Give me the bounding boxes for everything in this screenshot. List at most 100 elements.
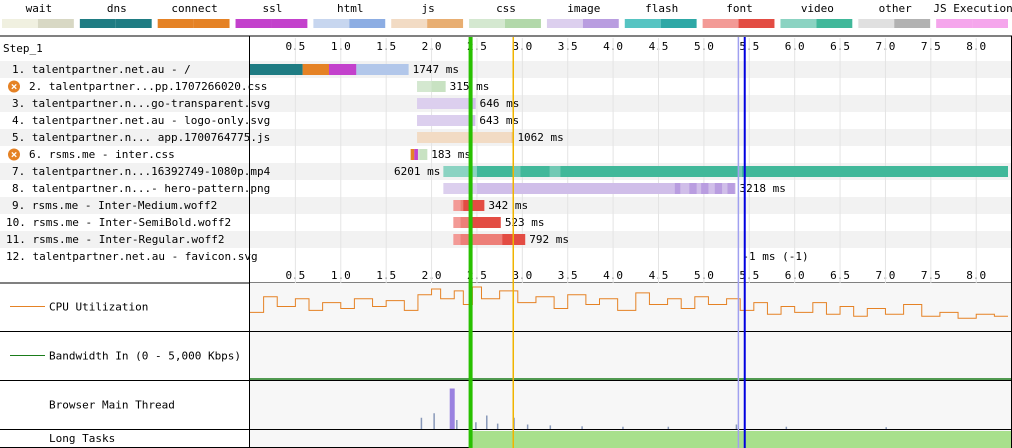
- legend-label-2: connect: [171, 2, 217, 15]
- legend: wait dns connect ssl html js css image flash font…: [2, 2, 1012, 28]
- request-bar-chunk: [742, 166, 1008, 177]
- legend-swatch-dark-7: [582, 19, 619, 28]
- legend-swatch-dark-10: [816, 19, 853, 28]
- request-duration: 342 ms: [488, 199, 528, 212]
- request-row[interactable]: 8. talentpartner.n...- hero-pattern.png 3…: [12, 182, 786, 195]
- request-bar-ssl: [414, 149, 418, 160]
- request-name: 9. rsms.me - Inter-Medium.woff2: [12, 199, 217, 212]
- request-row[interactable]: 5. talentpartner.n... app.1700764775.js 1…: [12, 131, 564, 144]
- main-thread-spike: [496, 423, 499, 429]
- legend-label-12: JS Execution: [933, 2, 1012, 15]
- metric-label: CPU Utilization: [49, 301, 148, 314]
- request-bar-connect: [410, 149, 415, 160]
- request-bar-wait: [417, 115, 476, 126]
- legend-swatch-dark-11: [894, 19, 931, 28]
- request-row[interactable]: 7. talentpartner.n...16392749-1080p.mp4 6…: [12, 165, 1008, 178]
- request-name: 7. talentpartner.n...16392749-1080p.mp4: [12, 165, 271, 178]
- request-bar-chunk: [574, 166, 739, 177]
- legend-label-1: dns: [107, 2, 127, 15]
- request-bar-dns: [250, 64, 303, 75]
- request-bar-download: [476, 166, 1007, 177]
- request-bar-wait: [417, 98, 476, 109]
- axis-ticks-top: 0.5 1.0 1.5 2.0 2.5 3.0 3.5 4.0 4.5 5.0 5.5 6.0 6.5 7…: [285, 40, 986, 53]
- request-bar-chunk: [472, 217, 501, 228]
- metric-panel-bg: [250, 332, 1011, 381]
- marker-dom-content-loaded: [512, 37, 515, 448]
- request-row[interactable]: 10. rsms.me - Inter-SemiBold.woff2 523 ms: [6, 216, 545, 229]
- main-thread-spike: [785, 426, 788, 429]
- request-duration: 792 ms: [529, 233, 569, 246]
- request-bar-wait: [453, 234, 526, 245]
- row-stripe: [0, 95, 1012, 112]
- request-duration: 3218 ms: [739, 182, 785, 195]
- request-name: 10. rsms.me - Inter-SemiBold.woff2: [6, 216, 231, 229]
- request-bar-wait: [410, 149, 428, 160]
- timing-markers: [468, 37, 746, 448]
- legend-swatch-dark-2: [193, 19, 230, 28]
- warning-icon-glyph: ×: [11, 148, 18, 161]
- request-name: 11. rsms.me - Inter-Regular.woff2: [6, 233, 225, 246]
- request-duration: -1 ms (-1): [742, 250, 808, 263]
- legend-swatch-dark-6: [505, 19, 541, 28]
- legend-swatch-4: [313, 19, 350, 28]
- marker-load-event: [743, 37, 746, 448]
- request-bar-ssl: [328, 64, 357, 75]
- metric-panel: Browser Main Thread: [0, 381, 1012, 430]
- legend-label-8: flash: [645, 2, 678, 15]
- legend-swatch-5: [391, 19, 428, 28]
- request-bar-wait: [417, 81, 446, 92]
- request-bar-chunk: [701, 183, 709, 194]
- metric-panel-bg: [250, 283, 1011, 332]
- request-bar-download: [476, 183, 736, 194]
- request-row[interactable]: × 6. rsms.me - inter.css 183 ms: [8, 148, 471, 161]
- legend-swatch-dark-12: [972, 19, 1008, 28]
- marker-load-start: [737, 37, 740, 448]
- legend-swatch-dark-3: [271, 19, 308, 28]
- legend-swatch-9: [702, 19, 739, 28]
- warning-icon: [8, 80, 20, 93]
- request-bar-wait: [417, 132, 514, 143]
- main-thread-spike: [549, 425, 552, 429]
- legend-swatch-3: [235, 19, 272, 28]
- request-row[interactable]: 1. talentpartner.net.au - / 1747 ms: [12, 63, 459, 76]
- request-name: 8. talentpartner.n...- hero-pattern.png: [12, 182, 270, 195]
- step-label: Step_1: [3, 42, 43, 55]
- main-thread-spike: [735, 424, 738, 429]
- request-bar-download: [472, 98, 476, 109]
- legend-swatch-0: [2, 19, 38, 28]
- marker-start-render: [468, 37, 473, 448]
- legend-swatch-1: [79, 19, 116, 28]
- main-thread-spike: [456, 420, 458, 429]
- main-thread-spike: [526, 424, 529, 429]
- request-bar-connect: [302, 64, 329, 75]
- request-bar-chunk: [674, 183, 681, 194]
- main-thread-spike: [475, 422, 477, 429]
- main-thread-spike: [449, 388, 455, 429]
- request-bar-wait: [443, 183, 736, 194]
- legend-swatch-7: [546, 19, 583, 28]
- legend-label-10: video: [801, 2, 834, 15]
- metric-panel: Bandwidth In (0 - 5,000 Kbps): [0, 332, 1012, 381]
- metric-label: Long Tasks: [49, 432, 115, 445]
- legend-label-3: ssl: [263, 2, 283, 15]
- request-bar-download: [511, 132, 514, 143]
- main-thread-spike: [420, 417, 423, 429]
- legend-swatch-12: [936, 19, 973, 28]
- request-row[interactable]: × 2. talentpartner...pp.1707266020.css 315…: [8, 80, 489, 93]
- request-row[interactable]: 4. talentpartner.net.au - logo-only.svg 6…: [12, 114, 519, 127]
- metric-panels: CPU Utilization Bandwidth In (0 - 5,000 K…: [0, 283, 1012, 448]
- row-stripe: [0, 197, 1012, 214]
- legend-label-5: js: [422, 2, 435, 15]
- request-duration: 643 ms: [479, 114, 519, 127]
- request-row[interactable]: 3. talentpartner.n...go-transparent.svg 6…: [12, 97, 519, 110]
- request-bar-download: [431, 81, 446, 92]
- request-name: 5. talentpartner.n... app.1700764775.js: [12, 131, 270, 144]
- request-bar-download: [460, 234, 526, 245]
- request-row[interactable]: 12. talentpartner.net.au - favicon.svg -1…: [6, 250, 809, 263]
- request-bar-chunk: [520, 166, 550, 177]
- legend-swatch-dark-5: [427, 19, 464, 28]
- legend-swatch-dark-8: [660, 19, 697, 28]
- request-bar-chunk: [689, 183, 697, 194]
- request-bar-download: [472, 115, 476, 126]
